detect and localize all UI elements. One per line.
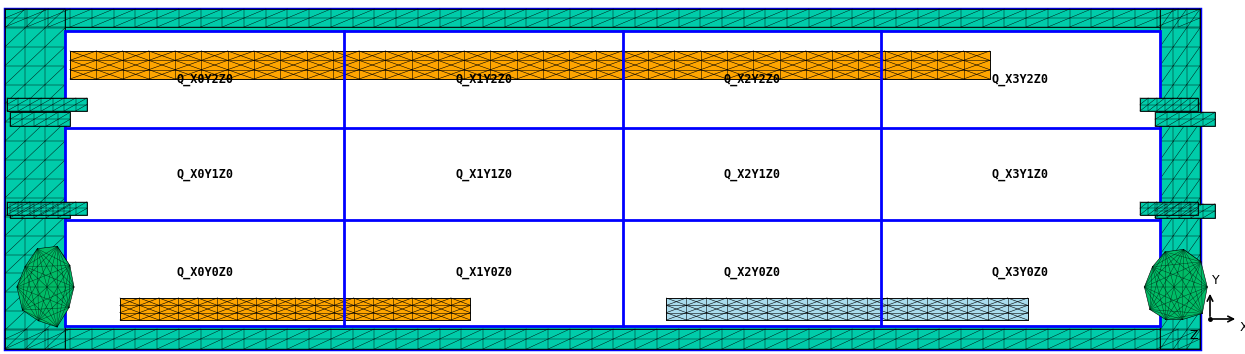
Text: Q_X1Y2Z0: Q_X1Y2Z0 bbox=[456, 73, 513, 86]
Text: Q_X3Y0Z0: Q_X3Y0Z0 bbox=[992, 267, 1048, 279]
Text: Q_X0Y1Z0: Q_X0Y1Z0 bbox=[176, 167, 233, 181]
Text: Q_X1Y0Z0: Q_X1Y0Z0 bbox=[456, 267, 513, 279]
Bar bbox=[10, 112, 70, 126]
Text: X: X bbox=[1240, 321, 1245, 334]
Bar bbox=[120, 298, 471, 320]
Text: Y: Y bbox=[1211, 274, 1220, 287]
Bar bbox=[7, 98, 87, 111]
Text: Q_X0Y2Z0: Q_X0Y2Z0 bbox=[176, 73, 233, 86]
Polygon shape bbox=[1144, 249, 1208, 320]
Text: Q_X3Y2Z0: Q_X3Y2Z0 bbox=[992, 73, 1048, 86]
Text: Q_X1Y1Z0: Q_X1Y1Z0 bbox=[456, 167, 513, 181]
Text: Q_X0Y0Z0: Q_X0Y0Z0 bbox=[176, 267, 233, 279]
Bar bbox=[5, 329, 1200, 349]
Bar bbox=[7, 202, 87, 215]
Bar bbox=[1140, 202, 1198, 215]
Bar bbox=[5, 9, 65, 349]
Text: Q_X2Y0Z0: Q_X2Y0Z0 bbox=[723, 267, 781, 279]
Bar bbox=[1155, 204, 1215, 218]
Bar bbox=[10, 204, 70, 218]
Text: Q_X2Y2Z0: Q_X2Y2Z0 bbox=[723, 73, 781, 86]
Bar bbox=[70, 51, 990, 79]
Bar bbox=[1155, 112, 1215, 126]
Bar bbox=[65, 31, 1160, 326]
Text: Z: Z bbox=[1190, 329, 1198, 342]
Bar bbox=[666, 298, 1027, 320]
Bar bbox=[1140, 98, 1198, 111]
Bar bbox=[5, 9, 1200, 27]
Bar bbox=[1160, 9, 1200, 349]
Polygon shape bbox=[17, 246, 73, 327]
Text: Q_X3Y1Z0: Q_X3Y1Z0 bbox=[992, 167, 1048, 181]
Text: Q_X2Y1Z0: Q_X2Y1Z0 bbox=[723, 167, 781, 181]
